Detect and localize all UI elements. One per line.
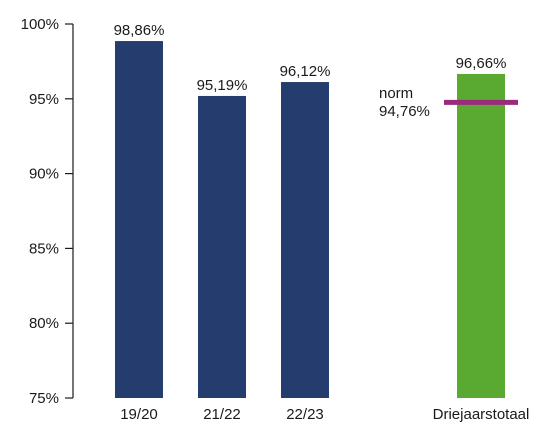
y-tick-label: 85% [29,240,59,257]
y-tick-label: 90% [29,166,59,183]
bar-value-label: 98,86% [114,22,165,39]
bar-value-label: 96,66% [456,55,507,72]
bar-total [457,73,505,398]
y-tick-label: 100% [21,16,59,33]
bar-value-label: 96,12% [280,63,331,80]
x-tick-label: 19/20 [120,406,158,423]
x-axis-labels: 19/20 21/22 22/23 Driejaarstotaal [120,406,529,423]
y-axis: 75% 80% 85% 90% 95% 100% [21,16,74,407]
bar [198,95,246,398]
bar-value-label: 95,19% [197,77,248,94]
bars [115,41,505,398]
x-tick-label: 21/22 [203,406,241,423]
y-tick-label: 75% [29,390,59,407]
x-tick-label: Driejaarstotaal [433,406,530,423]
norm-value-label: 94,76% [379,103,430,120]
x-tick-label: 22/23 [286,406,324,423]
y-tick-label: 80% [29,315,59,332]
bar [281,82,329,398]
bar [115,41,163,398]
value-labels: 98,86% 95,19% 96,12% 96,66% [114,22,507,94]
norm-label: norm [379,85,413,102]
y-tick-label: 95% [29,91,59,108]
